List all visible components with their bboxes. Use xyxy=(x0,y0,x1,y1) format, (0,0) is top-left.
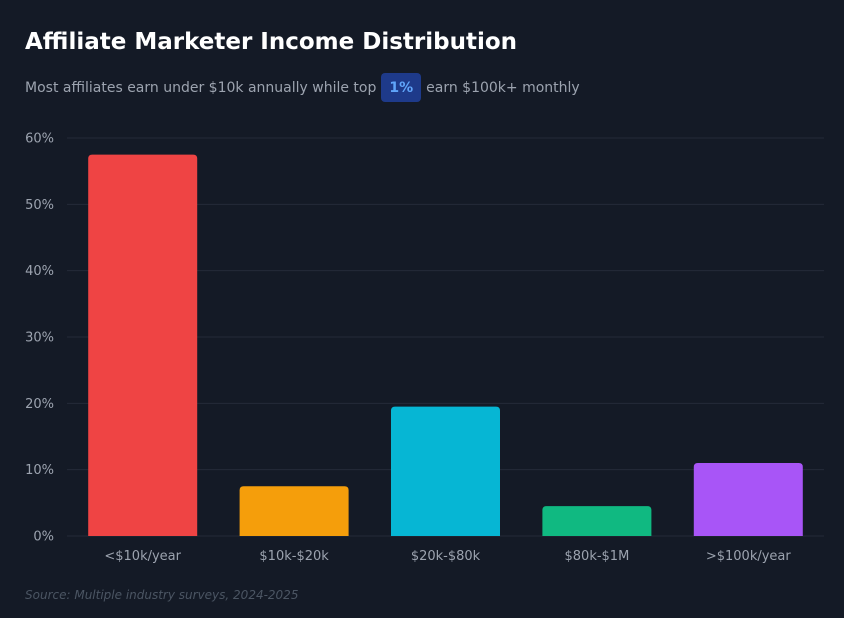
y-tick-label: 60% xyxy=(25,132,54,147)
x-tick-label: $10k-$20k xyxy=(259,549,329,564)
subtitle-text-before: Most affiliates earn under $10k annually… xyxy=(25,79,377,96)
chart-title: Affiliate Marketer Income Distribution xyxy=(25,29,518,55)
x-axis-ticks: <$10k/year $10k-$20k $20k-$80k $80k-$1M >$10… xyxy=(104,549,791,564)
bar xyxy=(693,463,803,536)
x-tick-label: $20k-$80k xyxy=(411,549,481,564)
subtitle-highlight-badge: 1% xyxy=(381,73,422,102)
y-tick-label: 20% xyxy=(25,397,54,412)
source-note: Source: Multiple industry surveys, 2024-… xyxy=(25,588,299,602)
y-axis-ticks: 0% 10% 20% 30% 40% 50% 60% xyxy=(25,132,54,545)
x-tick-label: $80k-$1M xyxy=(565,549,630,564)
x-tick-label: <$10k/year xyxy=(104,549,181,564)
x-tick-label: >$100k/year xyxy=(706,549,792,564)
bar xyxy=(391,406,500,536)
y-tick-label: 50% xyxy=(25,198,54,213)
bars xyxy=(88,154,803,537)
bar xyxy=(88,154,198,537)
y-tick-label: 0% xyxy=(33,530,54,545)
subtitle-text-after: earn $100k+ monthly xyxy=(426,79,580,96)
y-tick-label: 30% xyxy=(25,331,54,346)
y-tick-label: 10% xyxy=(25,463,54,478)
bar-chart: 0% 10% 20% 30% 40% 50% 60% <$10k/year $10k-$20k… xyxy=(25,132,824,564)
bar xyxy=(542,506,652,536)
y-tick-label: 40% xyxy=(25,264,54,279)
bar xyxy=(239,486,349,536)
chart-subtitle: Most affiliates earn under $10k annually… xyxy=(25,73,580,102)
